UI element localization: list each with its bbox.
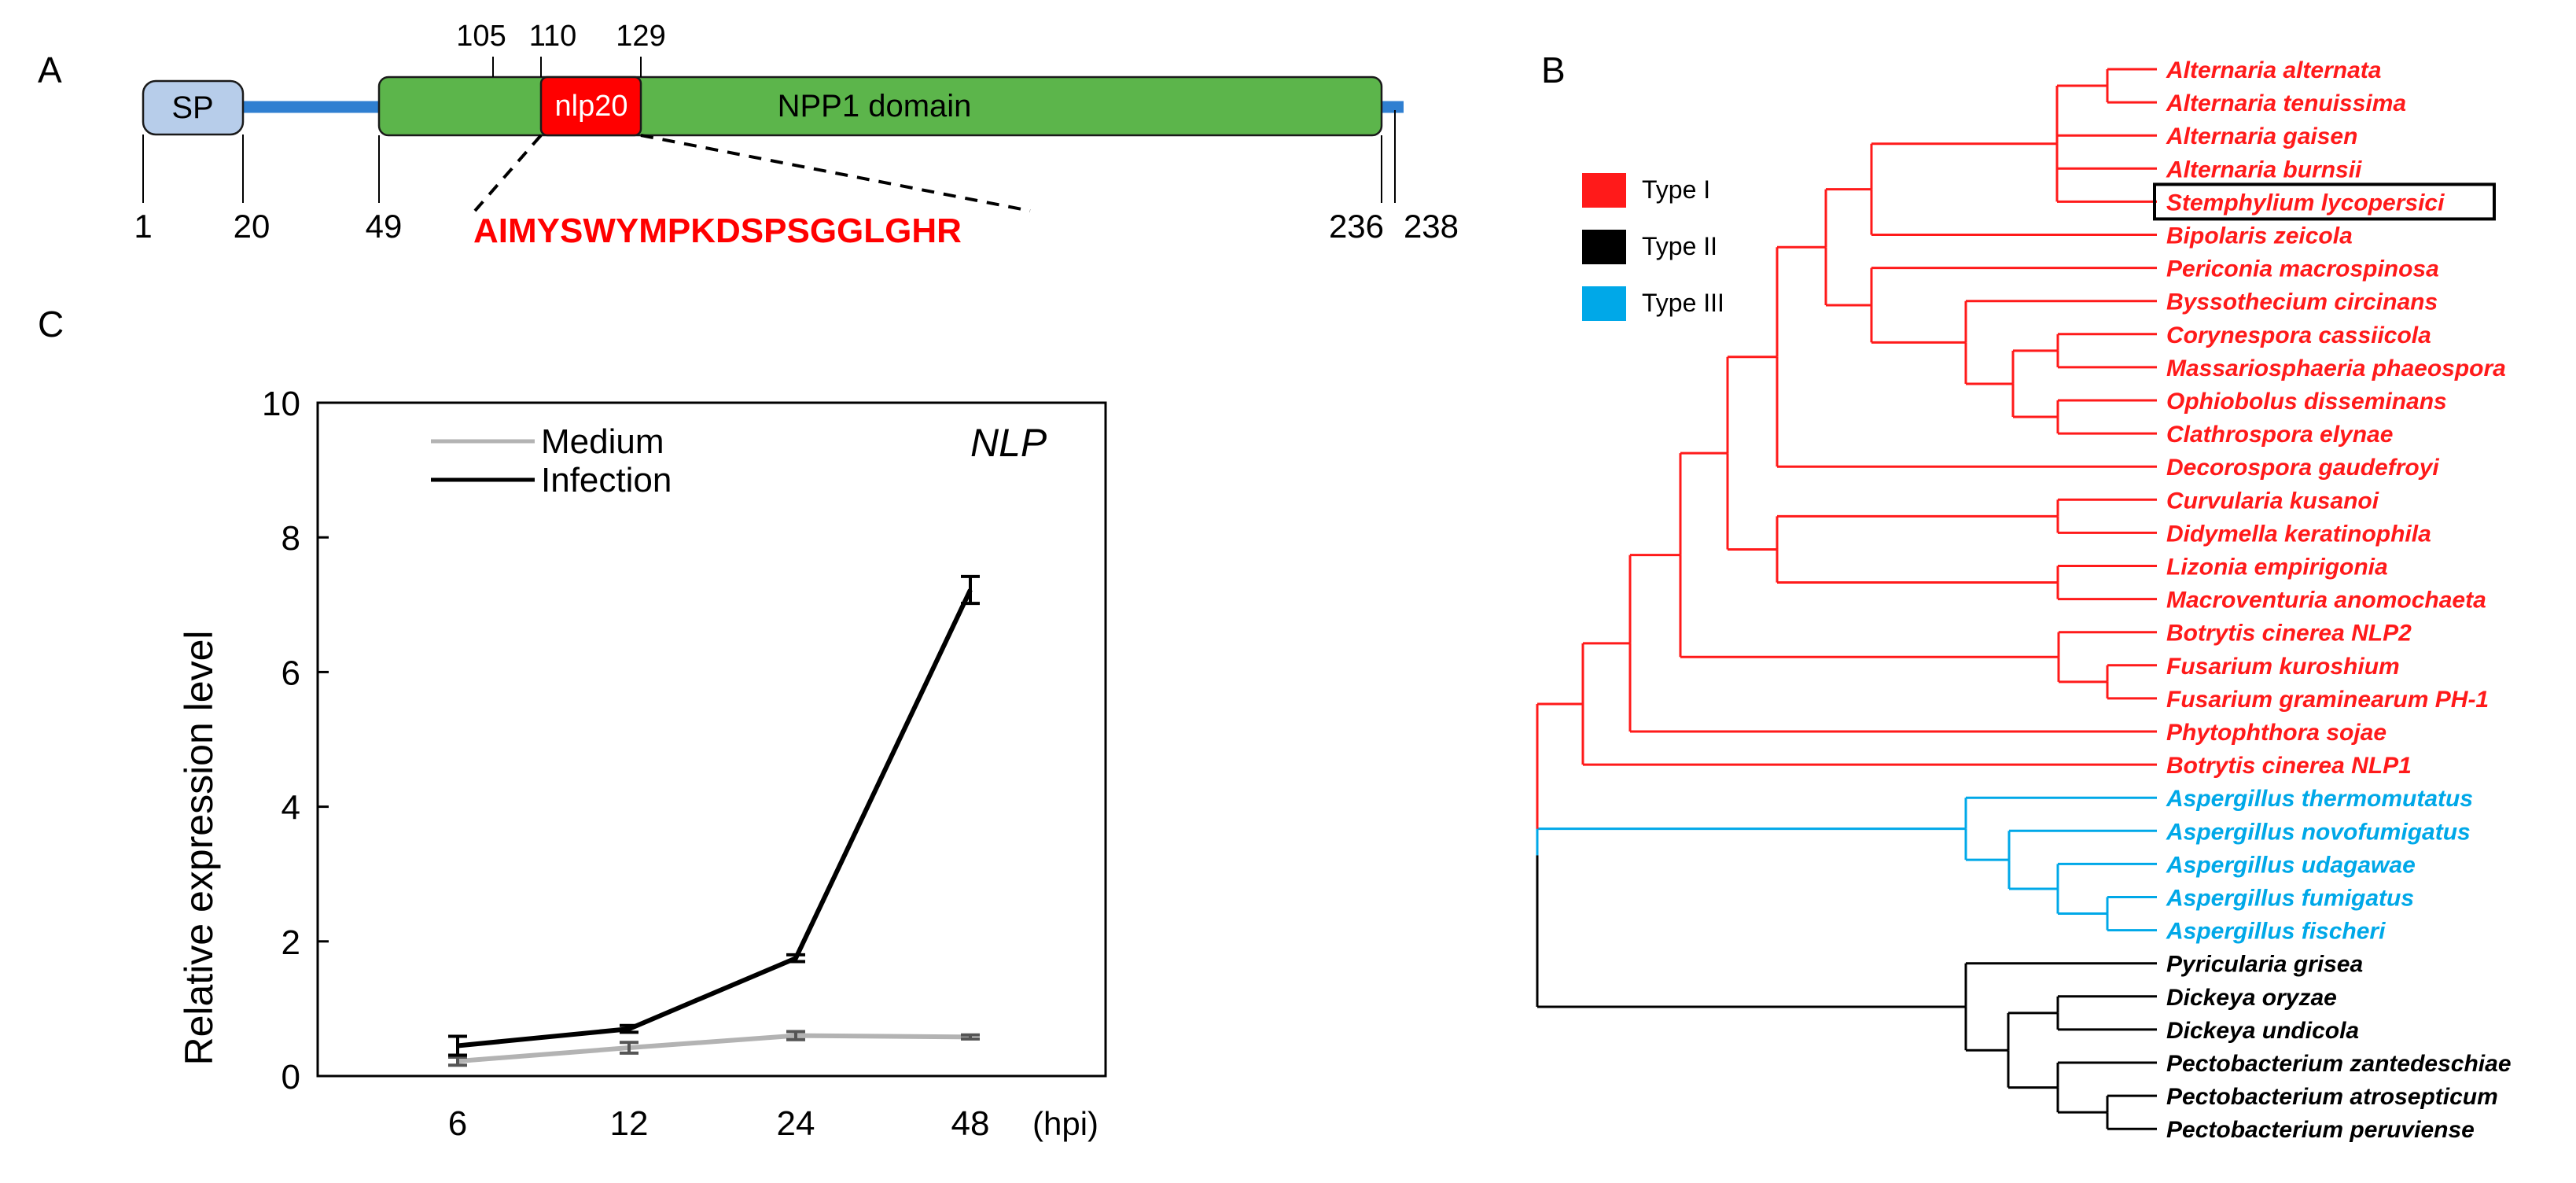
panel-label-b: B [1541,50,1566,90]
legend-swatch-type-iii [1582,286,1626,321]
tree-leaf-label: Aspergillus thermomutatus [2166,786,2473,812]
tree-leaf-label: Ophiobolus disseminans [2166,389,2447,415]
chart-title: NLP [970,421,1047,465]
y-tick-label: 10 [262,385,300,423]
tree-leaves: Alternaria alternata Alternaria tenuissim… [2166,57,2512,1143]
plot-frame [316,401,1107,1078]
tree-leaf-label: Aspergillus fischeri [2166,919,2386,945]
chart-series [448,574,980,1067]
nlp20-label: nlp20 [555,90,628,123]
tree-leaf-label: Pectobacterium atrosepticum [2166,1084,2498,1110]
panel-a: A SP nlp20 NPP1 domain 105 110 129 1 20 … [38,20,1459,250]
tree-leaf-label: Fusarium kuroshium [2166,654,2400,680]
tree-leaf-label: Pyricularia grisea [2166,952,2363,978]
tree-leaf-label: Botrytis cinerea NLP1 [2166,753,2412,779]
tree-leaf-label: Alternaria burnsii [2166,157,2362,182]
tree-leaf-label: Aspergillus fumigatus [2166,886,2414,912]
legend-label-infection: Infection [541,461,672,499]
tree-leaf-label: Alternaria tenuissima [2166,90,2406,116]
legend-label-type-ii: Type II [1642,232,1717,260]
tree-leaf-label: Byssothecium circinans [2166,289,2438,315]
panel-b: B Type I Type II Type III Alternaria alt… [1536,50,2512,1143]
pos-label-110: 110 [529,20,577,53]
tree-branches [1536,68,2157,1130]
legend-label-medium: Medium [541,422,664,461]
tree-leaf-label: Dickeya oryzae [2166,985,2337,1011]
tree-leaf-label: Pectobacterium peruviense [2166,1117,2475,1143]
y-tick-label: 8 [282,519,300,558]
tree-leaf-label: Bipolaris zeicola [2166,223,2353,249]
tree-leaf-label: Curvularia kusanoi [2166,488,2379,514]
panel-label-a: A [38,50,62,90]
legend-swatch-type-i [1582,173,1626,208]
legend-label-type-i: Type I [1642,175,1710,204]
sp-box [142,79,245,136]
nlp20-box [539,76,642,137]
tree-leaf-label: Aspergillus udagawae [2166,852,2416,878]
pos-label-105: 105 [456,20,506,53]
pos-label-20: 20 [234,208,270,245]
zoom-line-left [473,134,543,212]
x-tick-label: 12 [610,1104,649,1143]
legend-label-type-iii: Type III [1642,289,1724,317]
tree-leaf-label: Macroventuria anomochaeta [2166,588,2486,614]
x-axis-label: (hpi) [1032,1105,1098,1142]
tree-leaf-label: Phytophthora sojae [2166,720,2386,746]
x-tick-label: 24 [777,1104,815,1143]
pos-label-238: 238 [1404,208,1459,245]
pos-label-1: 1 [134,208,152,245]
npp1-domain-label: NPP1 domain [778,89,972,123]
tree-leaf-label: Lizonia empirigonia [2166,555,2388,580]
y-tick-label: 4 [282,789,300,827]
tree-leaf-label: Corynespora cassiicola [2166,322,2431,348]
pos-label-236: 236 [1329,208,1384,245]
tree-leaf-label: Aspergillus novofumigatus [2166,819,2471,845]
x-tick-label: 48 [951,1104,990,1143]
y-axis-label: Relative expression level [177,630,221,1065]
series-line-medium [457,1033,971,1064]
panel-label-c: C [38,304,64,345]
peptide-sequence: AIMYSWYMPKDSPSGGLGHR [473,212,962,250]
tree-leaf-label: Decorospora gaudefroyi [2166,455,2439,481]
zoom-line-right [640,134,1031,212]
tree-leaf-label: Massariosphaeria phaeospora [2166,356,2506,381]
tree-leaf-label: Dickeya undicola [2166,1018,2359,1044]
tree-leaf-label: Pectobacterium zantedeschiae [2166,1051,2512,1077]
tree-leaf-label: Stemphylium lycopersici [2166,190,2445,216]
x-tick-label: 6 [448,1104,467,1143]
tree-leaf-label: Didymella keratinophila [2166,521,2431,547]
pos-label-49: 49 [366,208,403,245]
series-line-infection [457,588,973,1048]
sp-label: SP [171,90,213,125]
pos-label-129: 129 [616,20,665,53]
tree-leaf-label: Fusarium graminearum PH-1 [2166,687,2489,713]
tree-leaf-label: Botrytis cinerea NLP2 [2166,621,2412,647]
panel-c: C Relative expression level (hpi) NLP 0 2… [38,304,1107,1143]
tree-leaf-label: Clathrospora elynae [2166,422,2393,448]
y-tick-label: 6 [282,654,300,692]
tree-leaf-label: Periconia macrospinosa [2166,256,2439,282]
y-tick-label: 2 [282,923,300,962]
highlight-box [2153,182,2496,221]
y-tick-label: 0 [282,1058,300,1096]
tree-leaf-label: Alternaria gaisen [2166,123,2357,149]
legend-swatch-type-ii [1582,230,1626,264]
tree-leaf-label: Alternaria alternata [2166,57,2381,83]
